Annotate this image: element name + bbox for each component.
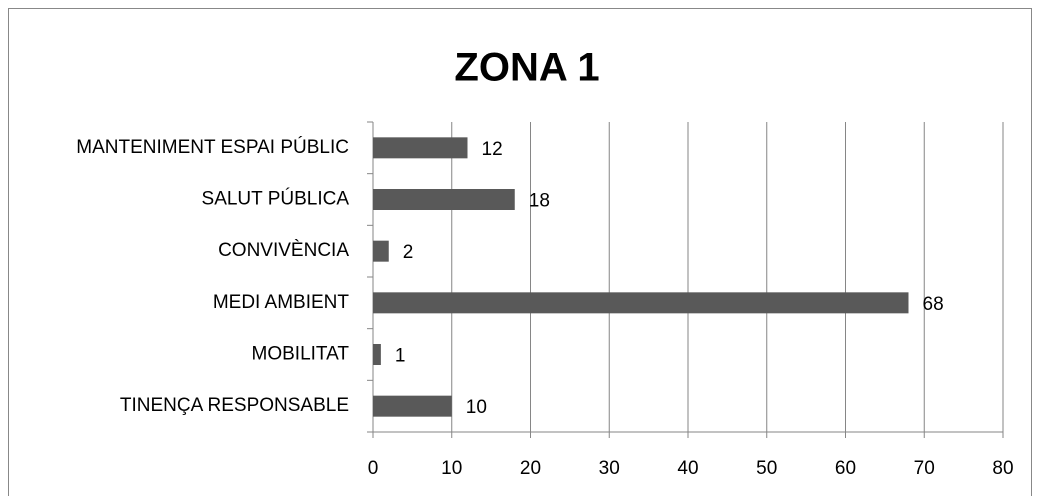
y-tick-label: MEDI AMBIENT <box>213 292 350 313</box>
x-tick-label: 30 <box>599 458 620 479</box>
bar <box>373 240 389 262</box>
bar <box>373 137 468 159</box>
chart-border <box>8 8 1032 496</box>
x-tick-label: 80 <box>992 458 1013 479</box>
bar <box>373 395 452 417</box>
bar <box>373 189 515 210</box>
x-tick-label: 70 <box>914 458 935 479</box>
x-tick-label: 10 <box>441 458 462 479</box>
y-tick-label: MOBILITAT <box>252 344 350 365</box>
value-label: 18 <box>529 191 550 212</box>
y-tick-label: TINENÇA RESPONSABLE <box>120 395 349 416</box>
bar <box>373 292 909 314</box>
y-tick-label: SALUT PÚBLICA <box>202 188 350 210</box>
x-tick-label: 20 <box>520 458 541 479</box>
chart-title: ZONA 1 <box>454 46 599 90</box>
y-tick-label: CONVIVÈNCIA <box>218 240 349 261</box>
bar <box>373 344 381 365</box>
x-tick-label: 0 <box>368 458 379 479</box>
x-tick-label: 60 <box>835 458 856 479</box>
x-tick-label: 50 <box>756 458 777 479</box>
value-label: 12 <box>482 139 503 160</box>
value-label: 2 <box>403 242 414 263</box>
value-label: 68 <box>923 294 944 315</box>
y-tick-label: MANTENIMENT ESPAI PÚBLIC <box>76 136 349 158</box>
x-tick-label: 40 <box>677 458 698 479</box>
value-label: 10 <box>466 397 487 418</box>
value-label: 1 <box>395 346 406 367</box>
